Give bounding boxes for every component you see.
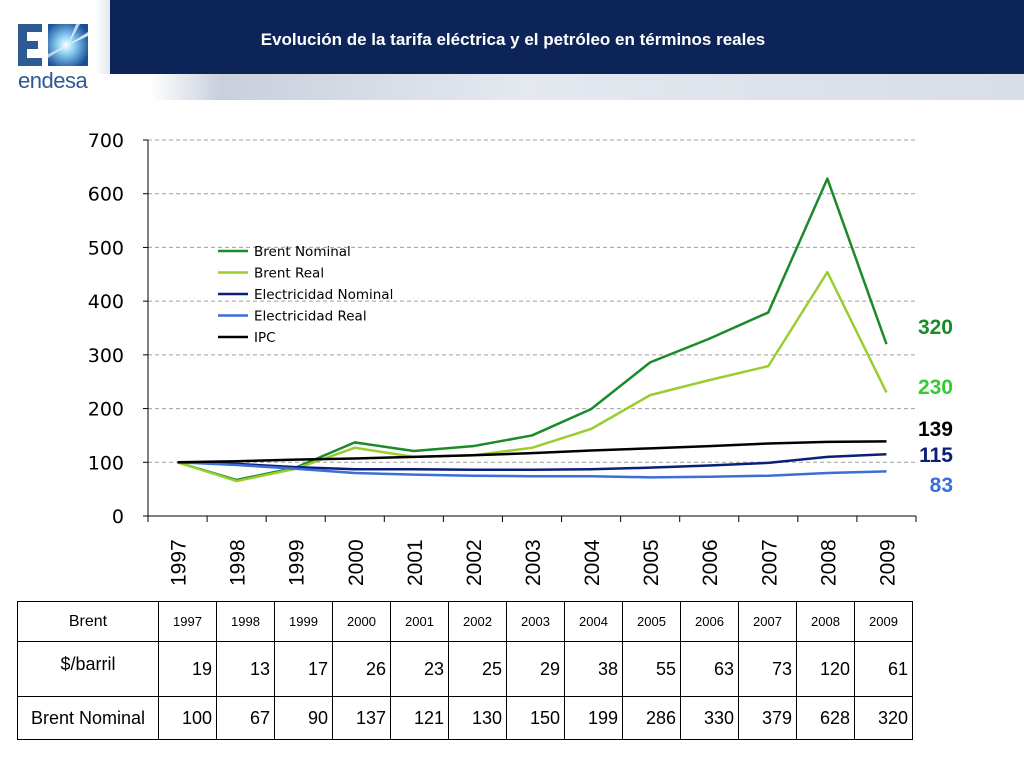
table-year-header: 2002 [448,601,507,642]
table-cell: 17 [274,641,333,697]
table-year-header: 2003 [506,601,565,642]
y-tick-label: 500 [88,237,124,259]
y-tick-label: 100 [88,452,124,474]
table-year-header: 1997 [158,601,217,642]
table-cell: 330 [680,696,739,740]
table-header-row: Brent 1997 1998 1999 2000 2001 2002 2003 2004 200… [17,601,913,642]
table-cell: 73 [738,641,797,697]
legend-label: IPC [254,330,276,346]
table-cell: 286 [622,696,681,740]
line-chart: 0 100 200 300 400 500 600 700 1997 1998 1999 2000 20… [88,130,954,586]
series-line-electricidad-real [177,461,887,479]
table-year-header: 2005 [622,601,681,642]
table-cell: 61 [854,641,913,697]
table-year-header: 1998 [216,601,275,642]
table-year-header: 2007 [738,601,797,642]
y-tick-label: 300 [88,345,124,367]
x-tick-label: 2002 [463,539,486,586]
x-tick-label: 1998 [227,539,250,586]
series-line-brent-nominal [177,177,888,482]
x-tick-label: 1997 [168,539,191,586]
series-line-brent-real [177,270,888,483]
table-year-header: 2000 [332,601,391,642]
table-corner-label: Brent [17,601,159,642]
end-value-label: 320 [918,316,953,339]
brent-table: Brent 1997 1998 1999 2000 2001 2002 2003 2004 200… [17,601,913,740]
table-row: $/barril 19 13 17 26 23 25 29 38 55 63 73 120 61 [17,641,913,697]
table-cell: 137 [332,696,391,740]
table-row: Brent Nominal 100 67 90 137 121 130 150 199 286 33… [17,696,913,740]
endesa-logo-mark-icon [18,24,88,66]
table-year-header: 2006 [680,601,739,642]
legend-label: Brent Nominal [254,244,351,260]
table-cell: 63 [680,641,739,697]
end-value-label: 230 [918,376,953,399]
table-cell: 29 [506,641,565,697]
table-cell: 150 [506,696,565,740]
y-tick-label: 400 [88,291,124,313]
x-tick-label: 2009 [876,539,899,586]
series-line-ipc [177,440,887,464]
legend-label: Electricidad Real [254,309,367,325]
table-year-header: 2008 [796,601,855,642]
logo-text: endesa [18,68,88,93]
table-cell: 628 [796,696,855,740]
legend-label: Brent Real [254,266,324,282]
x-tick-label: 2007 [758,539,781,586]
table-row-label: Brent Nominal [17,696,159,740]
table-cell: 19 [158,641,217,697]
table-year-header: 2004 [564,601,623,642]
y-tick-label: 600 [88,184,124,206]
table-row-label: $/barril [17,641,159,697]
table-cell: 121 [390,696,449,740]
endesa-logo: endesa [14,24,94,96]
table-cell: 100 [158,696,217,740]
table-cell: 120 [796,641,855,697]
table-year-header: 2009 [854,601,913,642]
legend-label: Electricidad Nominal [254,287,393,303]
x-tick-label: 2001 [404,539,427,586]
table-cell: 25 [448,641,507,697]
table-cell: 379 [738,696,797,740]
header-shadow [0,74,1024,100]
page-title: Evolución de la tarifa eléctrica y el pe… [260,30,766,49]
y-tick-label: 0 [112,506,124,528]
table-cell: 90 [274,696,333,740]
x-tick-label: 2003 [522,539,545,586]
table-cell: 199 [564,696,623,740]
header-band [110,0,1024,74]
table-cell: 67 [216,696,275,740]
brent-table-wrap: Brent 1997 1998 1999 2000 2001 2002 2003 2004 200… [17,601,913,740]
y-tick-label: 700 [88,130,124,152]
table-cell: 26 [332,641,391,697]
table-year-header: 1999 [274,601,333,642]
end-value-label: 83 [930,474,953,497]
table-year-header: 2001 [390,601,449,642]
x-tick-label: 2008 [817,539,840,586]
x-tick-label: 2005 [640,539,663,586]
table-cell: 130 [448,696,507,740]
end-value-label: 115 [919,444,953,467]
table-cell: 23 [390,641,449,697]
table-cell: 38 [564,641,623,697]
x-tick-label: 2004 [581,539,604,586]
table-cell: 55 [622,641,681,697]
x-tick-label: 2000 [345,539,368,586]
series-line-electricidad-nominal [177,452,887,472]
x-tick-label: 1999 [286,539,309,586]
end-value-label: 139 [918,418,953,441]
table-cell: 320 [854,696,913,740]
table-cell: 13 [216,641,275,697]
x-tick-label: 2006 [699,539,722,586]
y-tick-label: 200 [88,399,124,421]
